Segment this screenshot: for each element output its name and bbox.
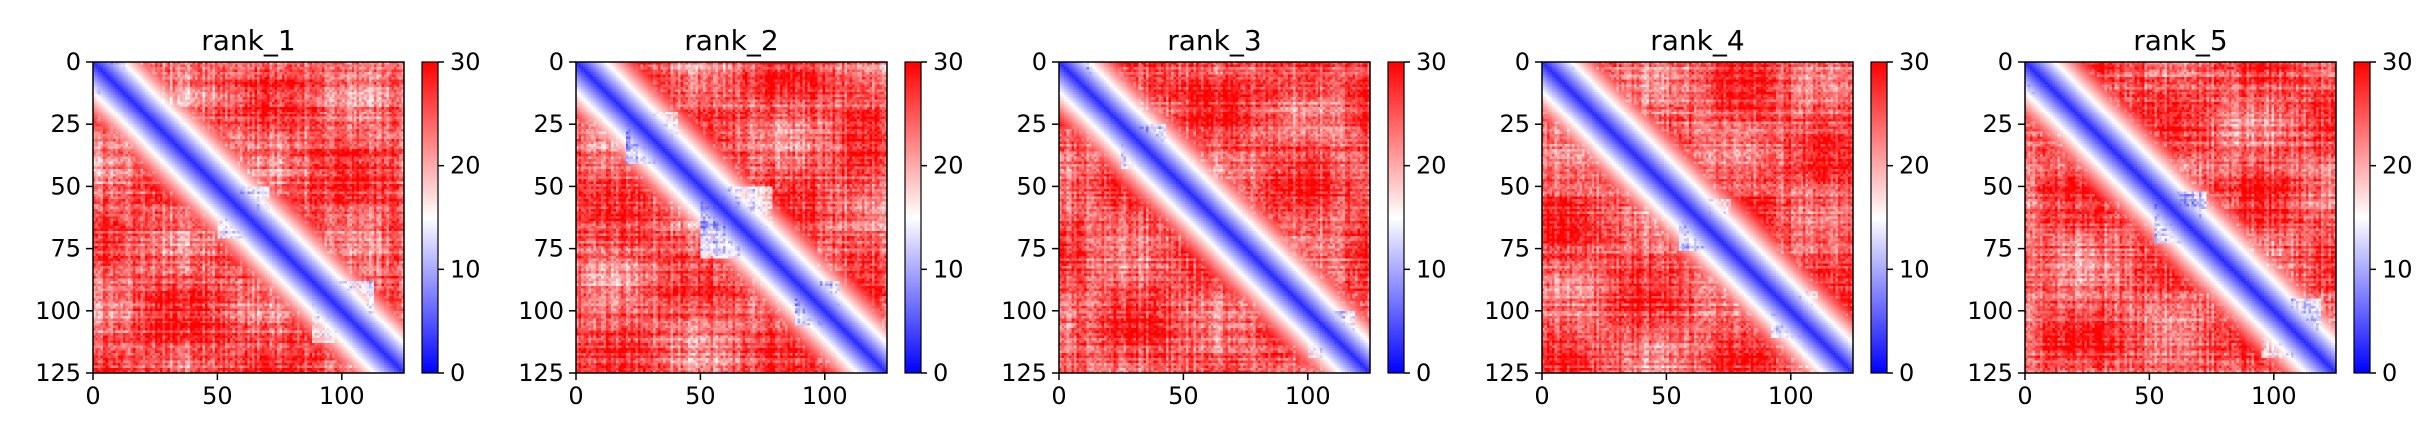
- x-tick-label: 0: [568, 382, 583, 410]
- y-tick-label: 100: [35, 297, 81, 325]
- x-tick-label: 50: [1651, 382, 1682, 410]
- y-tick-label: 25: [1016, 110, 1047, 138]
- colorbar-tick-label: 10: [1416, 255, 1447, 283]
- colorbar: [2354, 62, 2370, 373]
- x-tick-label: 0: [2017, 382, 2032, 410]
- colorbar-tick-label: 0: [1416, 359, 1431, 387]
- colorbar-tick-label: 10: [450, 255, 481, 283]
- y-tick-label: 25: [1499, 110, 1530, 138]
- colorbar-tick-label: 20: [933, 152, 964, 180]
- x-tick-label: 100: [1768, 382, 1814, 410]
- panel-title: rank_1: [201, 24, 295, 57]
- x-tick-label: 50: [2134, 382, 2165, 410]
- panel-title: rank_4: [1650, 24, 1744, 57]
- axes-frame: [575, 61, 888, 374]
- heatmap-image: [2025, 62, 2336, 373]
- colorbar-frame: [904, 61, 922, 374]
- y-tick-label: 100: [1484, 297, 1530, 325]
- colorbar: [1388, 62, 1404, 373]
- y-tick-label: 0: [66, 48, 81, 76]
- colorbar-frame: [2353, 61, 2371, 374]
- colorbar-tick-label: 10: [2382, 255, 2413, 283]
- colorbar-frame: [1870, 61, 1888, 374]
- colorbar-tick-label: 30: [2382, 48, 2413, 76]
- y-tick-label: 75: [1499, 235, 1530, 263]
- colorbar-tick-label: 30: [1416, 48, 1447, 76]
- colorbar-tick-label: 0: [450, 359, 465, 387]
- y-tick-label: 50: [1499, 172, 1530, 200]
- y-tick-label: 75: [1982, 235, 2013, 263]
- x-tick-label: 0: [85, 382, 100, 410]
- colorbar-frame: [421, 61, 439, 374]
- y-tick-label: 50: [1016, 172, 1047, 200]
- y-tick-label: 0: [549, 48, 564, 76]
- y-tick-label: 125: [35, 359, 81, 387]
- heatmap-image: [93, 62, 404, 373]
- heatmap-image: [576, 62, 887, 373]
- colorbar-tick-label: 0: [933, 359, 948, 387]
- x-tick-label: 0: [1051, 382, 1066, 410]
- y-tick-label: 125: [1001, 359, 1047, 387]
- panel-title: rank_5: [2133, 24, 2227, 57]
- x-tick-label: 100: [319, 382, 365, 410]
- axes-frame: [1541, 61, 1854, 374]
- x-tick-label: 100: [1285, 382, 1331, 410]
- colorbar-tick-label: 20: [450, 152, 481, 180]
- colorbar-frame: [1387, 61, 1405, 374]
- y-tick-label: 25: [1982, 110, 2013, 138]
- x-tick-label: 50: [1168, 382, 1199, 410]
- axes-frame: [2024, 61, 2337, 374]
- colorbar-tick-label: 20: [1416, 152, 1447, 180]
- panel-title: rank_3: [1167, 24, 1261, 57]
- colorbar: [422, 62, 438, 373]
- x-tick-label: 50: [685, 382, 716, 410]
- colorbar-tick-label: 20: [1899, 152, 1930, 180]
- y-tick-label: 125: [518, 359, 564, 387]
- colorbar-tick-label: 30: [1899, 48, 1930, 76]
- heatmap-image: [1542, 62, 1853, 373]
- y-tick-label: 0: [1032, 48, 1047, 76]
- y-tick-label: 25: [50, 110, 81, 138]
- y-tick-label: 25: [533, 110, 564, 138]
- axes-frame: [1058, 61, 1371, 374]
- x-tick-label: 0: [1534, 382, 1549, 410]
- y-tick-label: 75: [1016, 235, 1047, 263]
- colorbar: [905, 62, 921, 373]
- y-tick-label: 75: [50, 235, 81, 263]
- y-tick-label: 100: [518, 297, 564, 325]
- y-tick-label: 75: [533, 235, 564, 263]
- y-tick-label: 50: [1982, 172, 2013, 200]
- x-tick-label: 50: [202, 382, 233, 410]
- colorbar-tick-label: 20: [2382, 152, 2413, 180]
- y-tick-label: 125: [1484, 359, 1530, 387]
- y-tick-label: 100: [1967, 297, 2013, 325]
- x-tick-label: 100: [2251, 382, 2297, 410]
- colorbar-tick-label: 10: [933, 255, 964, 283]
- panel-title: rank_2: [684, 24, 778, 57]
- colorbar-tick-label: 30: [933, 48, 964, 76]
- y-tick-label: 0: [1515, 48, 1530, 76]
- y-tick-label: 50: [50, 172, 81, 200]
- axes-frame: [92, 61, 405, 374]
- colorbar-tick-label: 10: [1899, 255, 1930, 283]
- colorbar: [1871, 62, 1887, 373]
- colorbar-tick-label: 0: [2382, 359, 2397, 387]
- y-tick-label: 100: [1001, 297, 1047, 325]
- heatmap-image: [1059, 62, 1370, 373]
- x-tick-label: 100: [802, 382, 848, 410]
- colorbar-tick-label: 0: [1899, 359, 1914, 387]
- colorbar-tick-label: 30: [450, 48, 481, 76]
- y-tick-label: 50: [533, 172, 564, 200]
- y-tick-label: 0: [1998, 48, 2013, 76]
- y-tick-label: 125: [1967, 359, 2013, 387]
